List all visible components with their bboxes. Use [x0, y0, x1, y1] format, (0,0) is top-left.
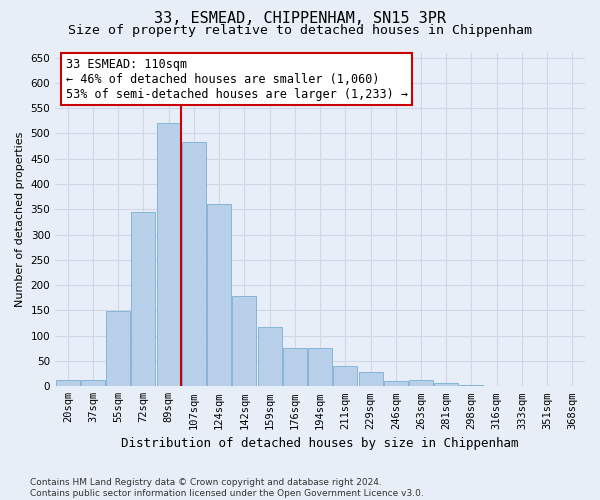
Bar	[182, 142, 206, 386]
Bar	[257, 326, 281, 386]
Bar	[81, 380, 105, 386]
Bar	[157, 124, 181, 386]
Bar	[207, 204, 231, 386]
Text: Size of property relative to detached houses in Chippenham: Size of property relative to detached ho…	[68, 24, 532, 37]
Bar	[283, 348, 307, 387]
Bar	[359, 372, 383, 386]
Bar	[409, 380, 433, 386]
Bar	[232, 296, 256, 386]
X-axis label: Distribution of detached houses by size in Chippenham: Distribution of detached houses by size …	[121, 437, 519, 450]
Bar	[434, 383, 458, 386]
Bar	[106, 312, 130, 386]
Text: 33 ESMEAD: 110sqm
← 46% of detached houses are smaller (1,060)
53% of semi-detac: 33 ESMEAD: 110sqm ← 46% of detached hous…	[66, 58, 408, 100]
Text: 33, ESMEAD, CHIPPENHAM, SN15 3PR: 33, ESMEAD, CHIPPENHAM, SN15 3PR	[154, 11, 446, 26]
Bar	[308, 348, 332, 387]
Y-axis label: Number of detached properties: Number of detached properties	[15, 132, 25, 307]
Bar	[334, 366, 357, 386]
Bar	[384, 381, 408, 386]
Bar	[131, 212, 155, 386]
Bar	[56, 380, 80, 386]
Text: Contains HM Land Registry data © Crown copyright and database right 2024.
Contai: Contains HM Land Registry data © Crown c…	[30, 478, 424, 498]
